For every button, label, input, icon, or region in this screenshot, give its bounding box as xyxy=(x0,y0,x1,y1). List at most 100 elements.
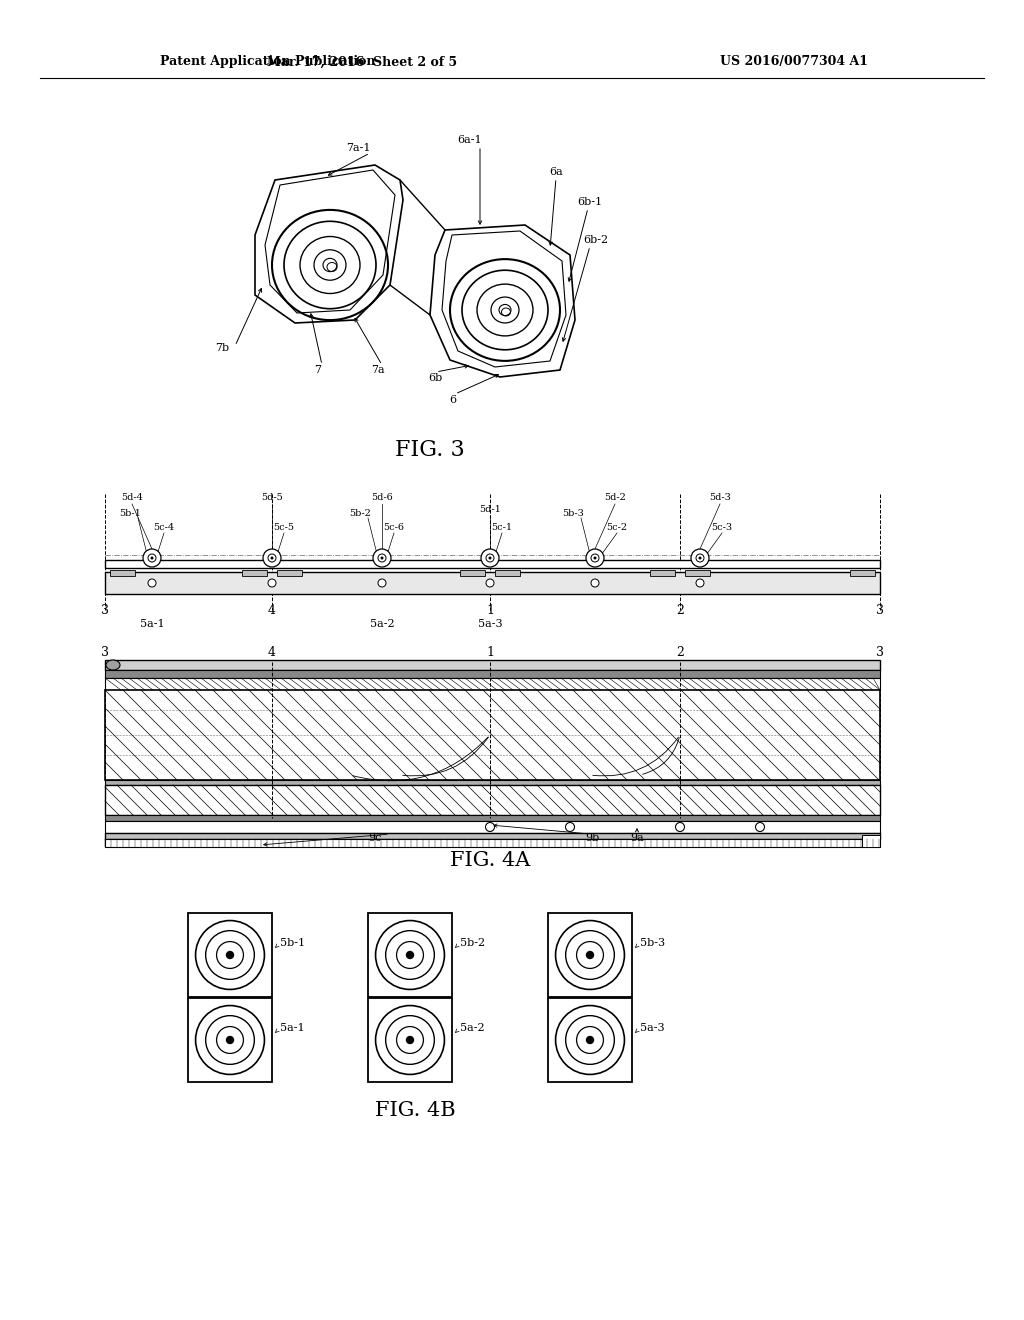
Circle shape xyxy=(696,579,705,587)
Circle shape xyxy=(485,822,495,832)
Circle shape xyxy=(591,579,599,587)
Bar xyxy=(548,998,632,1082)
Circle shape xyxy=(565,822,574,832)
Bar xyxy=(685,570,710,576)
Circle shape xyxy=(406,1036,414,1044)
Bar xyxy=(188,998,272,1082)
Bar xyxy=(105,785,880,814)
Circle shape xyxy=(486,579,494,587)
Text: US 2016/0077304 A1: US 2016/0077304 A1 xyxy=(720,55,868,69)
Bar xyxy=(650,570,675,576)
Circle shape xyxy=(756,822,765,832)
Bar xyxy=(368,998,452,1082)
Text: 4: 4 xyxy=(268,603,276,616)
Text: 5c-2: 5c-2 xyxy=(606,524,628,532)
Text: 3: 3 xyxy=(101,603,109,616)
Text: 7: 7 xyxy=(314,366,322,375)
Bar xyxy=(548,913,632,997)
Circle shape xyxy=(406,950,414,960)
Text: 5a-1: 5a-1 xyxy=(139,619,164,630)
Text: 3: 3 xyxy=(876,603,884,616)
Bar xyxy=(278,570,302,576)
Text: 5a-3: 5a-3 xyxy=(477,619,503,630)
Circle shape xyxy=(594,557,597,560)
Circle shape xyxy=(481,549,499,568)
Text: 6b: 6b xyxy=(428,374,442,383)
Text: 7a-1: 7a-1 xyxy=(346,143,371,153)
Text: 6b-1: 6b-1 xyxy=(578,197,602,207)
Text: 5d-6: 5d-6 xyxy=(371,494,393,503)
Bar xyxy=(242,570,267,576)
Polygon shape xyxy=(430,224,575,378)
Text: 6a-1: 6a-1 xyxy=(458,135,482,145)
Text: 5d-2: 5d-2 xyxy=(604,494,626,503)
Bar xyxy=(188,913,272,997)
Text: 5b-1: 5b-1 xyxy=(119,508,141,517)
Text: 5b-2: 5b-2 xyxy=(460,939,485,948)
Text: FIG. 4B: FIG. 4B xyxy=(375,1101,456,1119)
Text: 5c-3: 5c-3 xyxy=(712,524,732,532)
Text: 5b-2: 5b-2 xyxy=(349,508,371,517)
Bar xyxy=(110,570,135,576)
Text: FIG. 4A: FIG. 4A xyxy=(450,850,530,870)
Text: 9c: 9c xyxy=(369,833,382,843)
Text: 5b-3: 5b-3 xyxy=(640,939,666,948)
Text: 9a: 9a xyxy=(630,833,644,843)
Polygon shape xyxy=(255,165,403,323)
Circle shape xyxy=(226,950,234,960)
Circle shape xyxy=(488,557,492,560)
Bar xyxy=(105,814,880,821)
Circle shape xyxy=(586,1036,594,1044)
Ellipse shape xyxy=(106,660,120,671)
Bar xyxy=(495,570,520,576)
Text: 3: 3 xyxy=(101,645,109,659)
Circle shape xyxy=(373,549,391,568)
Text: 1: 1 xyxy=(486,645,494,659)
Circle shape xyxy=(268,579,276,587)
Text: 7b: 7b xyxy=(215,343,229,352)
Bar xyxy=(105,678,880,690)
Bar xyxy=(460,570,485,576)
Text: 5c-5: 5c-5 xyxy=(273,524,295,532)
Text: 6a: 6a xyxy=(549,168,563,177)
Bar xyxy=(105,660,880,671)
Bar xyxy=(105,821,880,833)
Bar xyxy=(862,836,880,847)
Circle shape xyxy=(698,557,701,560)
Text: 9b: 9b xyxy=(585,833,599,843)
Circle shape xyxy=(586,950,594,960)
Text: 5a-1: 5a-1 xyxy=(280,1023,304,1034)
Text: 5a-2: 5a-2 xyxy=(370,619,394,630)
Bar xyxy=(105,780,880,785)
Text: 5a-3: 5a-3 xyxy=(640,1023,665,1034)
Circle shape xyxy=(381,557,384,560)
Bar xyxy=(105,840,880,847)
Text: 6: 6 xyxy=(450,395,457,405)
Text: 5c-6: 5c-6 xyxy=(384,524,404,532)
Circle shape xyxy=(586,549,604,568)
Bar xyxy=(105,833,880,840)
Text: 5c-4: 5c-4 xyxy=(154,524,174,532)
Text: 7a: 7a xyxy=(371,366,385,375)
Bar xyxy=(105,671,880,678)
Bar xyxy=(368,913,452,997)
Circle shape xyxy=(148,579,156,587)
Circle shape xyxy=(676,822,684,832)
Text: 5d-1: 5d-1 xyxy=(479,506,501,515)
Circle shape xyxy=(270,557,273,560)
Circle shape xyxy=(143,549,161,568)
Circle shape xyxy=(151,557,154,560)
Circle shape xyxy=(263,549,281,568)
Text: FIG. 3: FIG. 3 xyxy=(395,440,465,461)
Bar xyxy=(105,572,880,594)
Text: 6b-2: 6b-2 xyxy=(584,235,608,246)
Circle shape xyxy=(378,579,386,587)
Circle shape xyxy=(226,1036,234,1044)
Bar xyxy=(105,690,880,780)
Text: 5c-1: 5c-1 xyxy=(492,524,513,532)
Text: 5b-3: 5b-3 xyxy=(562,508,584,517)
Text: 3: 3 xyxy=(876,645,884,659)
Bar xyxy=(850,570,874,576)
Text: 4: 4 xyxy=(268,645,276,659)
Text: 5d-5: 5d-5 xyxy=(261,494,283,503)
